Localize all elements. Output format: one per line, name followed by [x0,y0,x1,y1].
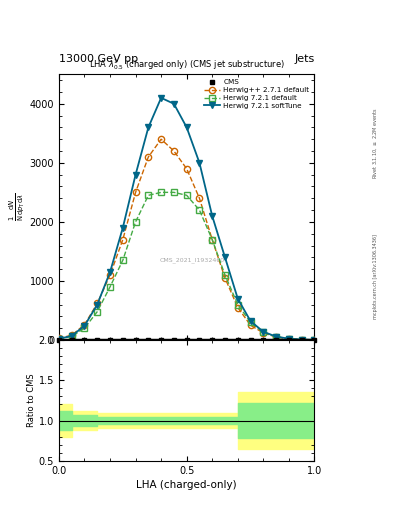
Herwig 7.2.1 softTune [197,160,202,166]
CMS [82,337,87,343]
CMS [210,337,215,343]
Herwig++ 2.7.1 default [95,301,100,307]
CMS [57,337,61,343]
Text: Jets: Jets [294,54,314,64]
CMS [223,337,228,343]
Herwig++ 2.7.1 default [133,189,138,196]
Text: mcplots.cern.ch [arXiv:1306.3436]: mcplots.cern.ch [arXiv:1306.3436] [373,234,378,319]
CMS [133,337,138,343]
CMS [261,337,266,343]
Herwig 7.2.1 softTune [69,333,74,339]
Herwig 7.2.1 softTune [95,302,100,308]
CMS [312,337,317,343]
Herwig 7.2.1 default [57,336,61,342]
Y-axis label: $\frac{1}{\mathrm{N}}\frac{\mathrm{d}N}{\mathrm{d}p_{\mathrm{T}}\mathrm{d}\lambd: $\frac{1}{\mathrm{N}}\frac{\mathrm{d}N}{… [7,193,27,221]
Herwig 7.2.1 softTune [235,295,240,302]
Herwig 7.2.1 default [210,237,215,243]
Herwig 7.2.1 default [299,336,304,343]
Herwig 7.2.1 softTune [120,225,125,231]
Herwig 7.2.1 default [133,219,138,225]
Herwig++ 2.7.1 default [235,305,240,311]
Herwig 7.2.1 softTune [159,95,163,101]
Herwig++ 2.7.1 default [172,148,176,154]
Herwig 7.2.1 softTune [274,333,279,339]
Herwig 7.2.1 softTune [248,318,253,324]
Herwig 7.2.1 default [248,319,253,325]
Herwig 7.2.1 default [172,189,176,196]
Text: Rivet 3.1.10, $\geq$ 2.2M events: Rivet 3.1.10, $\geq$ 2.2M events [371,108,379,179]
Herwig 7.2.1 softTune [108,269,112,275]
Herwig 7.2.1 default [274,334,279,340]
CMS [197,337,202,343]
Herwig++ 2.7.1 default [248,322,253,328]
CMS [69,337,74,343]
CMS [95,337,100,343]
Herwig 7.2.1 default [95,309,100,315]
CMS [286,337,291,343]
Herwig++ 2.7.1 default [57,335,61,342]
Line: Herwig++ 2.7.1 default: Herwig++ 2.7.1 default [56,136,318,343]
Legend: CMS, Herwig++ 2.7.1 default, Herwig 7.2.1 default, Herwig 7.2.1 softTune: CMS, Herwig++ 2.7.1 default, Herwig 7.2.… [203,78,311,111]
Herwig++ 2.7.1 default [223,275,228,281]
CMS [274,337,279,343]
Herwig++ 2.7.1 default [299,336,304,343]
CMS [299,337,304,343]
Herwig 7.2.1 default [312,337,317,343]
CMS [146,337,151,343]
Herwig 7.2.1 default [159,189,163,196]
Herwig++ 2.7.1 default [159,136,163,142]
Herwig++ 2.7.1 default [69,332,74,338]
Herwig++ 2.7.1 default [184,166,189,172]
Herwig 7.2.1 default [120,257,125,263]
Herwig 7.2.1 softTune [133,172,138,178]
CMS [120,337,125,343]
Herwig++ 2.7.1 default [197,195,202,201]
CMS [108,337,112,343]
Herwig++ 2.7.1 default [210,237,215,243]
Herwig++ 2.7.1 default [274,334,279,340]
Text: 13000 GeV pp: 13000 GeV pp [59,54,138,64]
Herwig 7.2.1 softTune [82,323,87,329]
Herwig 7.2.1 softTune [299,336,304,343]
Herwig++ 2.7.1 default [286,336,291,342]
CMS [235,337,240,343]
CMS [184,337,189,343]
CMS [159,337,163,343]
Line: CMS: CMS [57,338,316,342]
Text: LHA $\lambda^{1}_{0.5}$ (charged only) (CMS jet substructure): LHA $\lambda^{1}_{0.5}$ (charged only) (… [89,57,285,72]
Herwig 7.2.1 softTune [312,337,317,343]
Line: Herwig 7.2.1 default: Herwig 7.2.1 default [56,189,318,343]
Herwig 7.2.1 default [69,333,74,339]
Herwig 7.2.1 softTune [261,329,266,335]
Text: CMS_2021_I1932460: CMS_2021_I1932460 [159,258,224,263]
Herwig++ 2.7.1 default [120,237,125,243]
Herwig 7.2.1 default [108,284,112,290]
X-axis label: LHA (charged-only): LHA (charged-only) [136,480,237,490]
Herwig++ 2.7.1 default [261,330,266,336]
Herwig 7.2.1 default [146,192,151,198]
Herwig 7.2.1 default [184,192,189,198]
Herwig 7.2.1 default [223,272,228,278]
Herwig 7.2.1 softTune [57,336,61,342]
Herwig 7.2.1 default [261,329,266,335]
Herwig 7.2.1 softTune [184,124,189,131]
CMS [172,337,176,343]
Herwig 7.2.1 softTune [210,213,215,219]
Herwig 7.2.1 default [82,325,87,331]
Herwig 7.2.1 softTune [146,124,151,131]
Y-axis label: Ratio to CMS: Ratio to CMS [27,374,36,427]
Herwig 7.2.1 softTune [172,101,176,107]
Herwig 7.2.1 default [197,207,202,213]
Herwig++ 2.7.1 default [146,154,151,160]
Herwig++ 2.7.1 default [312,337,317,343]
Herwig 7.2.1 default [286,336,291,342]
Herwig 7.2.1 softTune [223,254,228,261]
Herwig++ 2.7.1 default [108,272,112,278]
Herwig 7.2.1 softTune [286,336,291,342]
Herwig 7.2.1 default [235,302,240,308]
Herwig++ 2.7.1 default [82,322,87,328]
Line: Herwig 7.2.1 softTune: Herwig 7.2.1 softTune [55,94,318,343]
CMS [248,337,253,343]
